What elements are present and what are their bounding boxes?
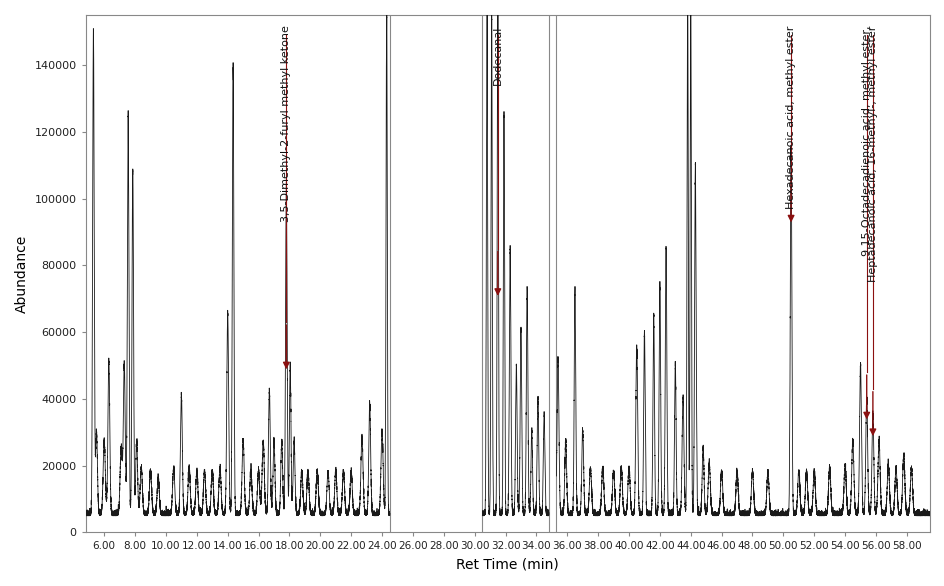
Text: Hexadecanoic acid, methyl ester: Hexadecanoic acid, methyl ester bbox=[785, 25, 795, 209]
X-axis label: Ret Time (min): Ret Time (min) bbox=[456, 557, 559, 571]
Text: Dodecanal: Dodecanal bbox=[493, 25, 502, 85]
Text: 3,5-Dimethyl-2-furyl methyl ketone: 3,5-Dimethyl-2-furyl methyl ketone bbox=[281, 25, 291, 222]
Y-axis label: Abundance: Abundance bbox=[15, 234, 29, 313]
Text: 9,15-Octadecadienoic acid, methyl ester,: 9,15-Octadecadienoic acid, methyl ester, bbox=[861, 25, 870, 256]
Text: Heptadecanoic acid, 16-methyl-, methyl ester: Heptadecanoic acid, 16-methyl-, methyl e… bbox=[867, 25, 877, 282]
